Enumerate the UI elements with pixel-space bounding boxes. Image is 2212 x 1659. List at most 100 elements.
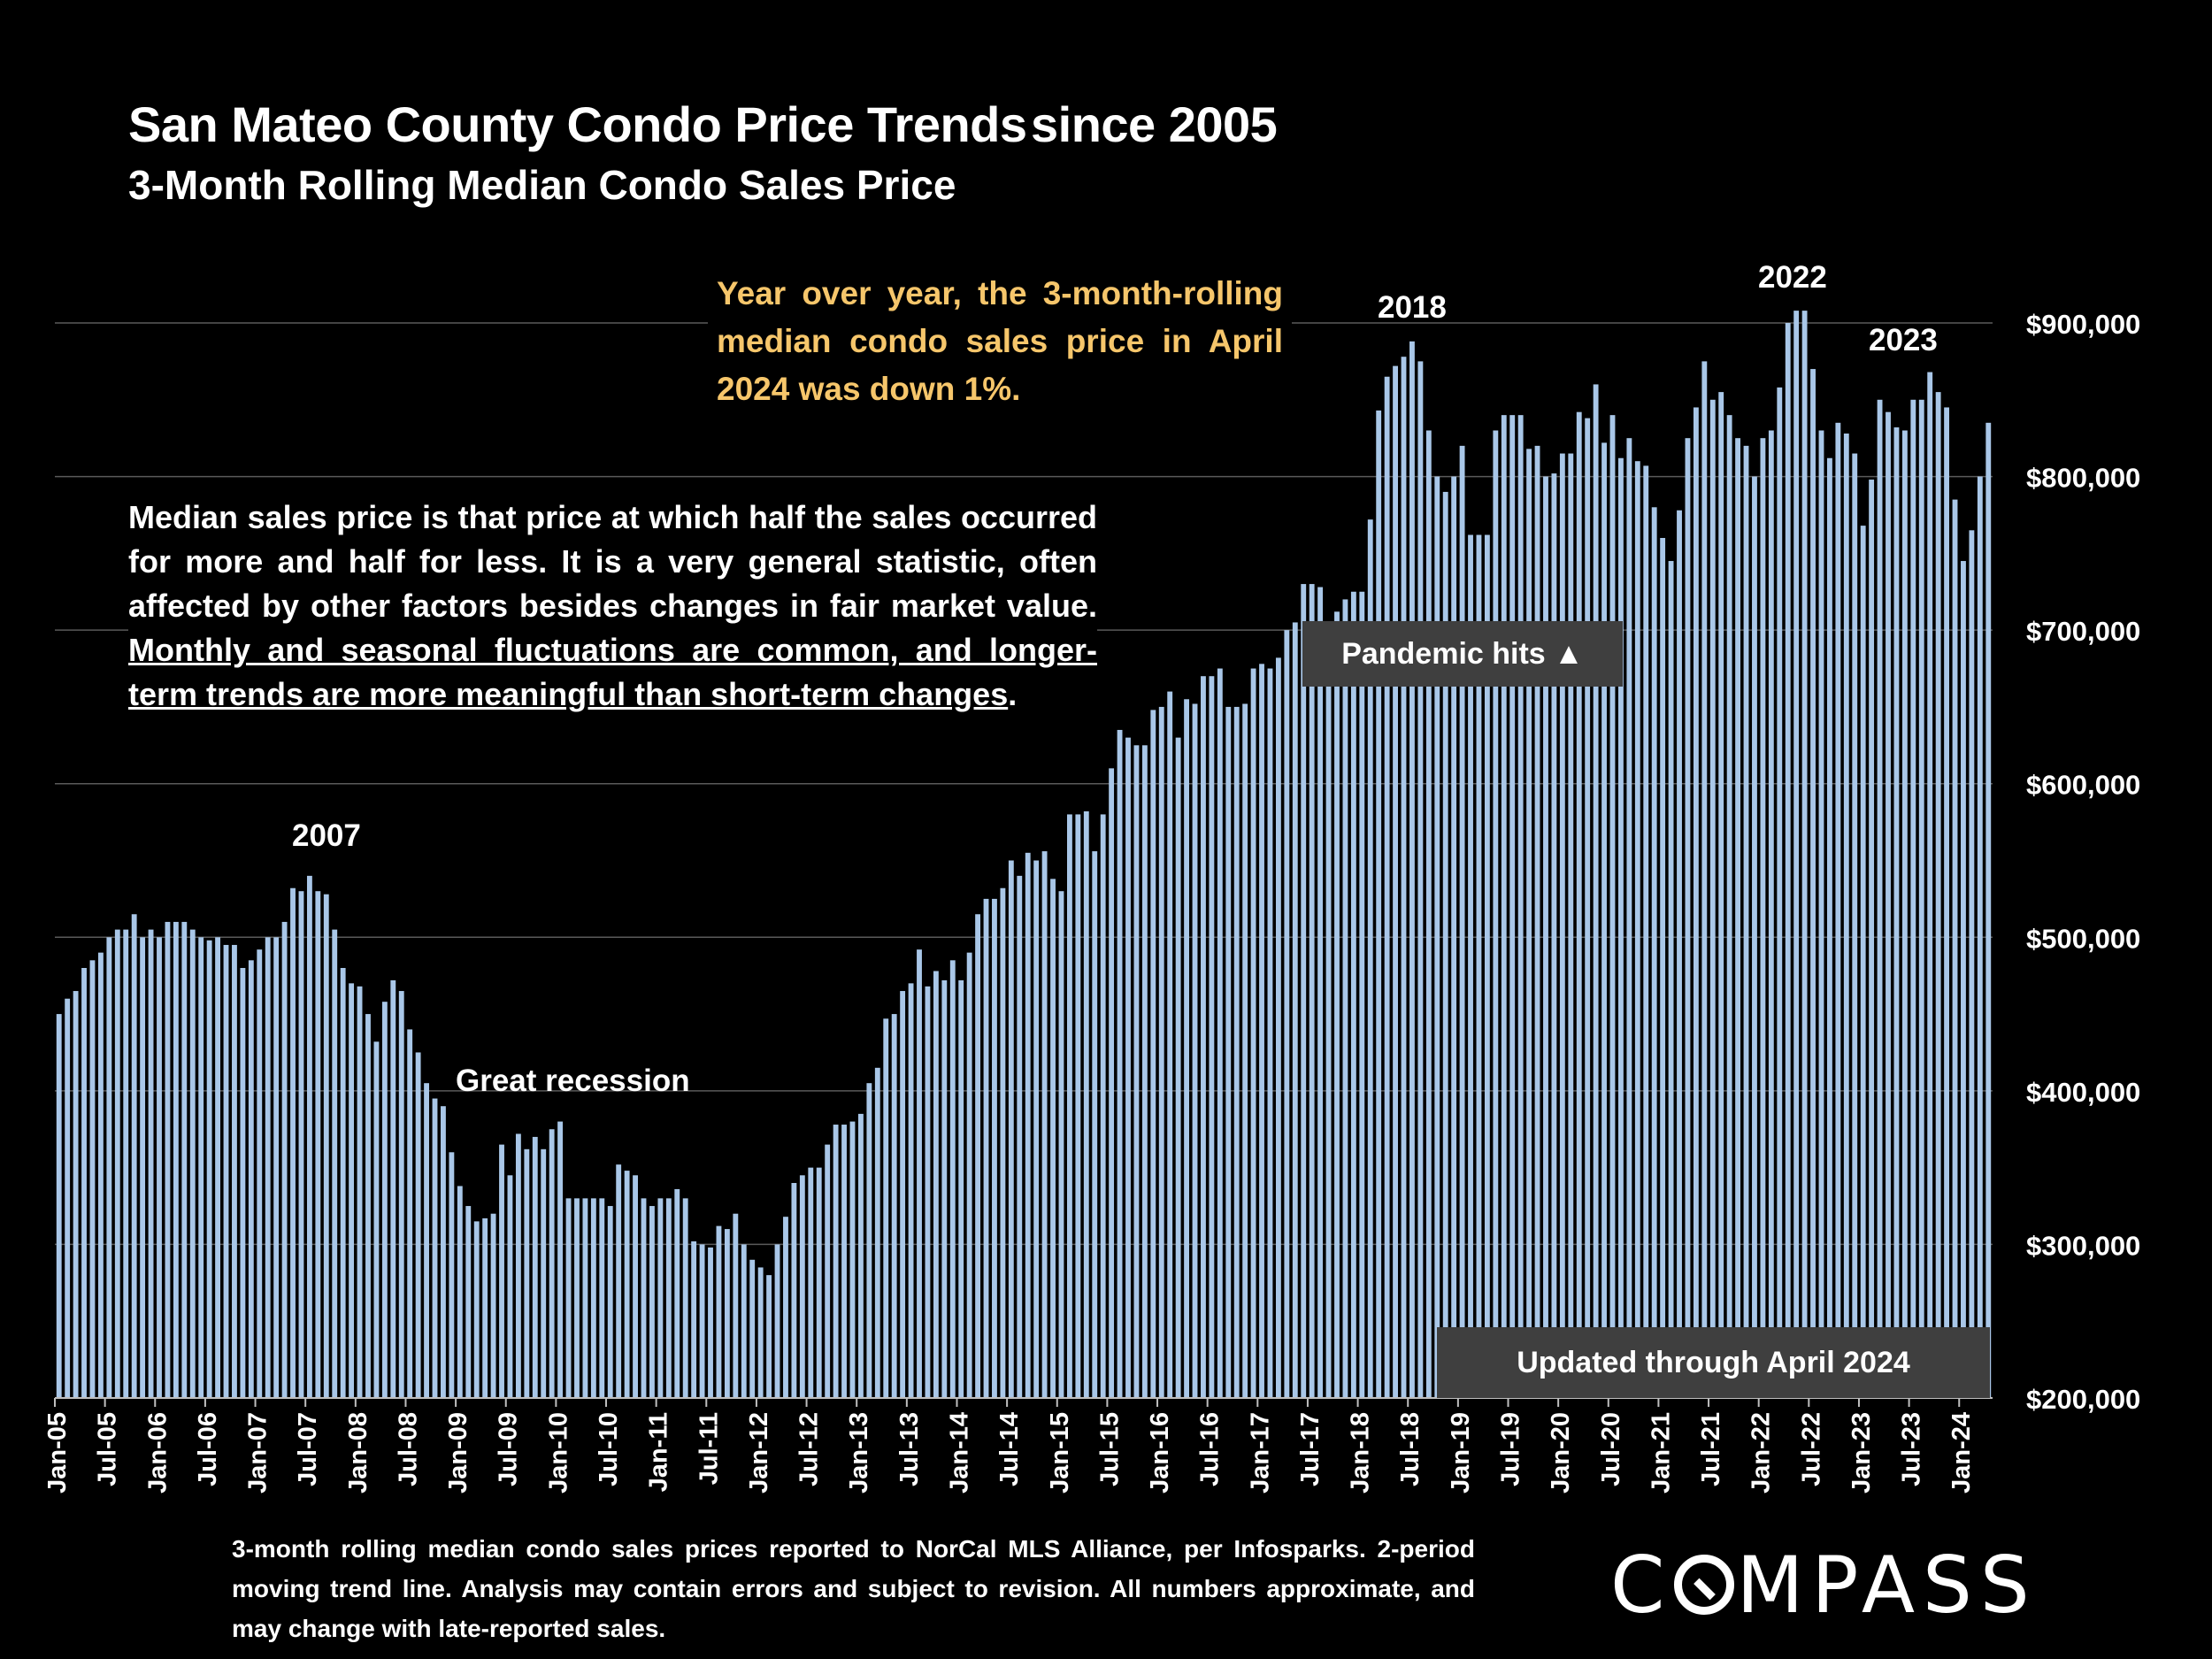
bar — [958, 979, 964, 1398]
bar — [858, 1113, 864, 1398]
bar — [424, 1083, 429, 1398]
bar — [1484, 534, 1490, 1398]
bar — [1075, 814, 1081, 1398]
bar — [1944, 407, 1950, 1399]
x-tick-label: Jul-14 — [995, 1412, 1024, 1486]
bar — [1376, 410, 1382, 1399]
bar — [390, 979, 396, 1398]
x-tick-label: Jan-20 — [1547, 1412, 1575, 1494]
x-tick-label: Jan-22 — [1747, 1412, 1776, 1494]
bar — [774, 1244, 780, 1398]
bar — [1083, 810, 1089, 1398]
bar — [1526, 449, 1532, 1399]
note-underlined-text: Monthly and seasonal fluctuations are co… — [128, 632, 1097, 712]
y-tick-label: $800,000 — [2026, 463, 2140, 494]
bar — [298, 891, 304, 1398]
bar — [1768, 430, 1774, 1398]
bar — [883, 1018, 889, 1398]
bar — [1910, 399, 1916, 1398]
bar — [799, 1175, 805, 1398]
x-tick-label: Jul-10 — [595, 1412, 623, 1486]
bar — [1259, 664, 1264, 1398]
bar — [1250, 668, 1256, 1398]
bar — [1242, 703, 1248, 1398]
bar — [1158, 706, 1164, 1398]
bar — [432, 1098, 438, 1398]
bar — [281, 921, 288, 1398]
bar — [1576, 411, 1582, 1398]
x-tick-label: Jan-05 — [43, 1412, 72, 1494]
bar — [1468, 534, 1473, 1398]
bar — [908, 983, 914, 1398]
bar — [1192, 703, 1198, 1398]
bar — [1843, 433, 1849, 1399]
bar — [532, 1136, 538, 1398]
x-tick-label: Jan-21 — [1647, 1412, 1675, 1494]
bar — [1743, 445, 1749, 1398]
bar — [1660, 538, 1666, 1398]
bar — [349, 983, 355, 1398]
bar — [1626, 438, 1632, 1399]
x-tick-label: Jan-06 — [143, 1412, 172, 1494]
bar — [248, 960, 254, 1398]
bar — [181, 921, 188, 1398]
bar — [1451, 476, 1457, 1398]
bar — [633, 1175, 638, 1398]
bar — [114, 929, 120, 1398]
bar — [148, 929, 154, 1398]
bar — [1125, 737, 1131, 1398]
y-tick-label: $900,000 — [2026, 309, 2140, 340]
bar — [1342, 599, 1348, 1398]
bar — [1643, 465, 1649, 1399]
bar — [791, 1183, 797, 1398]
x-tick-label: Jul-13 — [895, 1412, 924, 1486]
bar — [215, 937, 220, 1398]
bar — [816, 1167, 822, 1398]
bars — [56, 311, 1992, 1399]
bar — [332, 929, 338, 1398]
bar — [1141, 745, 1148, 1398]
bar — [240, 968, 246, 1398]
bar — [407, 1029, 413, 1398]
bar — [365, 1014, 371, 1398]
bar — [833, 1125, 839, 1398]
bar — [1367, 519, 1373, 1398]
bar — [140, 937, 146, 1398]
bar — [624, 1171, 630, 1398]
bar — [1534, 445, 1540, 1398]
x-tick-label: Jan-16 — [1146, 1412, 1174, 1494]
bar — [1317, 587, 1324, 1398]
bar — [975, 914, 981, 1398]
bar — [1359, 591, 1365, 1398]
annotation-2022: 2022 — [1758, 260, 1827, 295]
bar — [449, 1152, 455, 1398]
bar — [340, 968, 346, 1398]
bar — [724, 1229, 730, 1398]
bar — [81, 968, 87, 1398]
bar — [1543, 476, 1548, 1398]
x-tick-label: Jan-17 — [1246, 1412, 1274, 1494]
bar — [783, 1217, 788, 1398]
x-tick-label: Jan-24 — [1947, 1412, 1976, 1494]
bar — [1442, 491, 1448, 1399]
chart-subtitle: 3-Month Rolling Median Condo Sales Price — [128, 162, 956, 208]
compass-o-icon — [1674, 1555, 1735, 1615]
bar — [992, 898, 997, 1398]
bar — [398, 991, 404, 1398]
bar — [1818, 430, 1824, 1398]
bar — [223, 944, 229, 1398]
bar — [1893, 427, 1900, 1398]
bar — [1309, 584, 1315, 1398]
compass-logo: C MPASS — [1610, 1540, 2038, 1631]
bar — [1969, 530, 1975, 1398]
bar — [1334, 611, 1340, 1398]
bar — [457, 1186, 463, 1398]
bar — [949, 960, 956, 1398]
bar — [708, 1247, 713, 1398]
bar — [1685, 438, 1691, 1399]
bar — [323, 894, 329, 1398]
bar — [1033, 860, 1040, 1398]
bar — [1167, 691, 1173, 1398]
bar — [1551, 473, 1557, 1398]
bar — [315, 891, 321, 1398]
